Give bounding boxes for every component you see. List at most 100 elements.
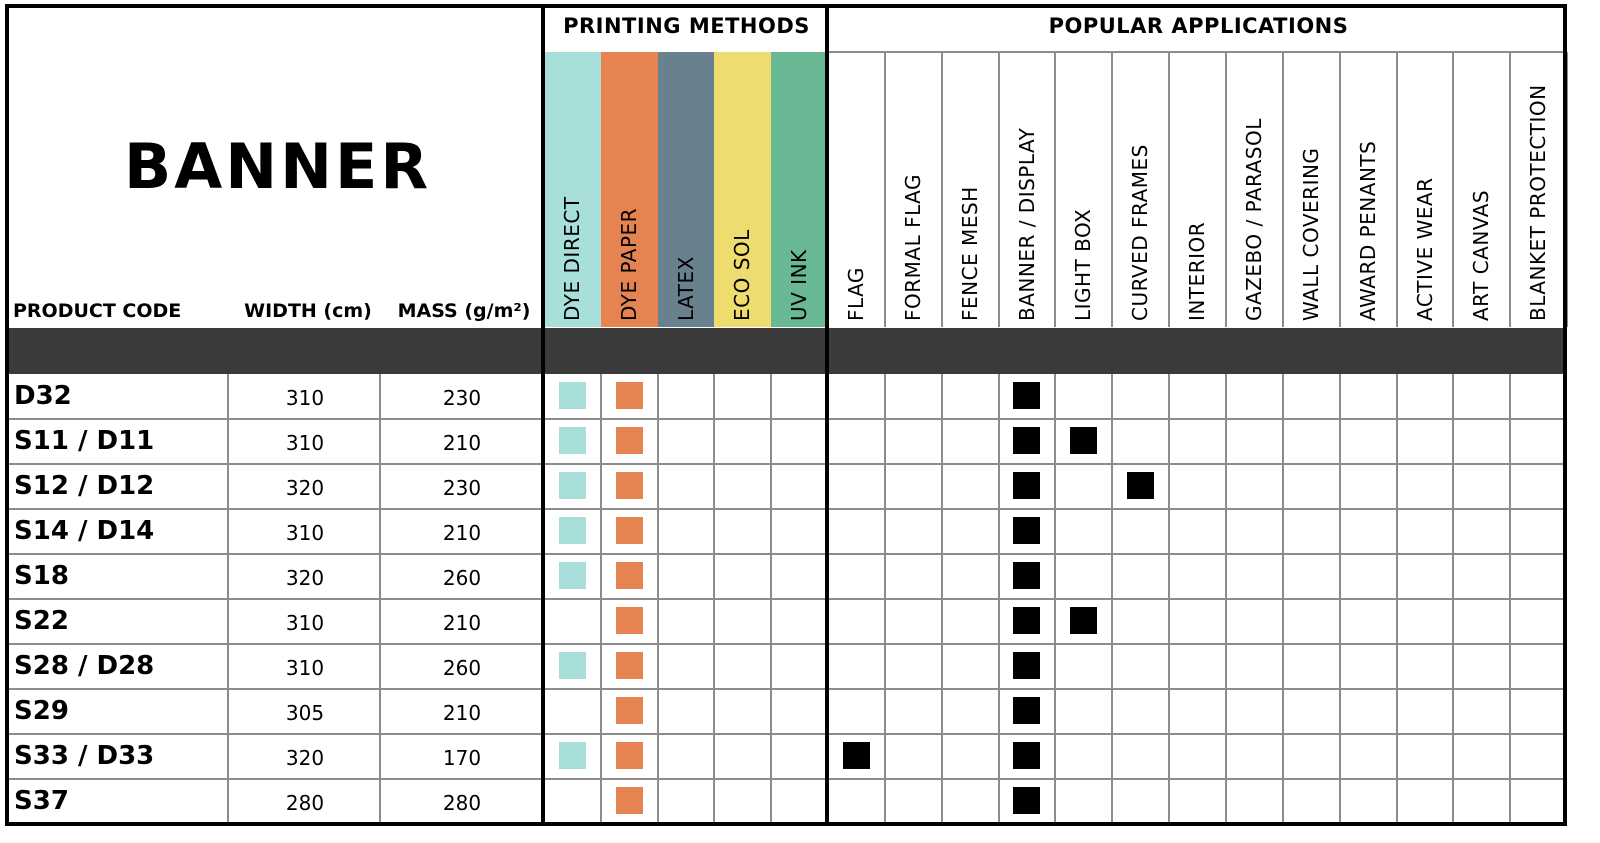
width-value: 310 [285,386,325,410]
row-divider [8,598,1566,600]
width-value: 310 [285,656,325,680]
grid-line [1509,52,1512,327]
section-border [541,4,545,826]
application-mark [1013,427,1041,454]
application-mark [1013,517,1041,544]
printing-method-mark [615,382,643,409]
product-code: S14 / D14 [14,516,155,546]
printing-method-column-header [657,52,715,327]
mass-value: 170 [442,746,482,770]
grid-line [599,374,602,824]
grid-line [997,52,1000,327]
application-mark [1127,472,1155,499]
printing-method-mark [558,517,586,544]
application-label: FORMAL FLAG [900,173,925,321]
application-mark [1013,607,1041,634]
printing-method-mark [558,652,586,679]
application-label: CURVED FRAMES [1128,144,1153,321]
printing-method-column-header [771,52,829,327]
grid-line [1338,374,1341,824]
application-mark [1013,562,1041,589]
application-mark [1013,697,1041,724]
mass-value: 210 [442,521,482,545]
application-mark [1070,607,1098,634]
printing-method-mark [615,697,643,724]
row-divider [8,688,1566,690]
width-value: 310 [285,521,325,545]
printing-method-mark [615,472,643,499]
width-value: 320 [285,566,325,590]
application-mark [1070,427,1098,454]
product-code: S22 [14,606,69,636]
application-mark [1013,742,1041,769]
section-divider-bar [8,328,1566,374]
application-label: LIGHT BOX [1071,208,1096,321]
printing-method-mark [558,562,586,589]
grid-line [1281,52,1284,327]
application-mark [1013,652,1041,679]
product-code: S37 [14,786,69,816]
grid-line [1224,374,1227,824]
product-code: S18 [14,561,69,591]
printing-method-mark [615,652,643,679]
grid-line [1509,374,1512,824]
row-divider [8,778,1566,780]
width-value: 310 [285,611,325,635]
grid-line [828,51,1568,53]
mass-value: 210 [442,611,482,635]
application-label: ART CANVAS [1469,189,1494,321]
grid-line [1054,52,1057,327]
mass-value: 210 [442,431,482,455]
width-value: 320 [285,746,325,770]
mass-value: 210 [442,701,482,725]
mass-value: 280 [442,791,482,815]
grid-line [1395,52,1398,327]
application-label: WALL COVERING [1298,147,1323,321]
section-border [825,4,829,826]
printing-method-mark [558,427,586,454]
mass-value: 260 [442,656,482,680]
printing-method-column-header [544,52,602,327]
printing-methods-heading: PRINTING METHODS [563,14,810,38]
product-code: S11 / D11 [14,426,155,456]
printing-method-mark [615,427,643,454]
printing-method-label: DYE DIRECT [560,196,584,321]
application-mark [1013,382,1041,409]
application-label: ACTIVE WEAR [1412,177,1437,321]
printing-method-mark [558,382,586,409]
product-code: S12 / D12 [14,471,155,501]
grid-line [1111,52,1114,327]
grid-line [1111,374,1114,824]
product-code: S29 [14,696,69,726]
width-value: 320 [285,476,325,500]
row-divider [8,643,1566,645]
outer-border-right [1563,4,1567,826]
row-divider [8,463,1566,465]
printing-method-column-header [714,52,772,327]
printing-method-label: LATEX [673,256,698,321]
printing-method-column-header [600,52,659,327]
popular-applications-heading: POPULAR APPLICATIONS [1048,14,1349,38]
application-label: BANNER / DISPLAY [1014,127,1039,321]
grid-line [1452,374,1455,824]
grid-line [1168,52,1171,327]
width-value: 280 [285,791,325,815]
grid-line [1395,374,1398,824]
printing-method-label: DYE PAPER [616,207,641,321]
printing-method-mark [615,607,643,634]
grid-line [1054,374,1057,824]
grid-line [997,374,1000,824]
product-code: S28 / D28 [14,651,155,681]
grid-line [1168,374,1171,824]
printing-method-label: UV INK [787,249,812,321]
outer-border-left [5,4,9,826]
row-divider [8,733,1566,735]
printing-method-mark [615,742,643,769]
grid-line [940,52,943,327]
grid-line [1224,52,1227,327]
grid-line [379,374,381,824]
grid-line [227,374,229,824]
mass-value: 260 [442,566,482,590]
grid-line [770,374,773,824]
